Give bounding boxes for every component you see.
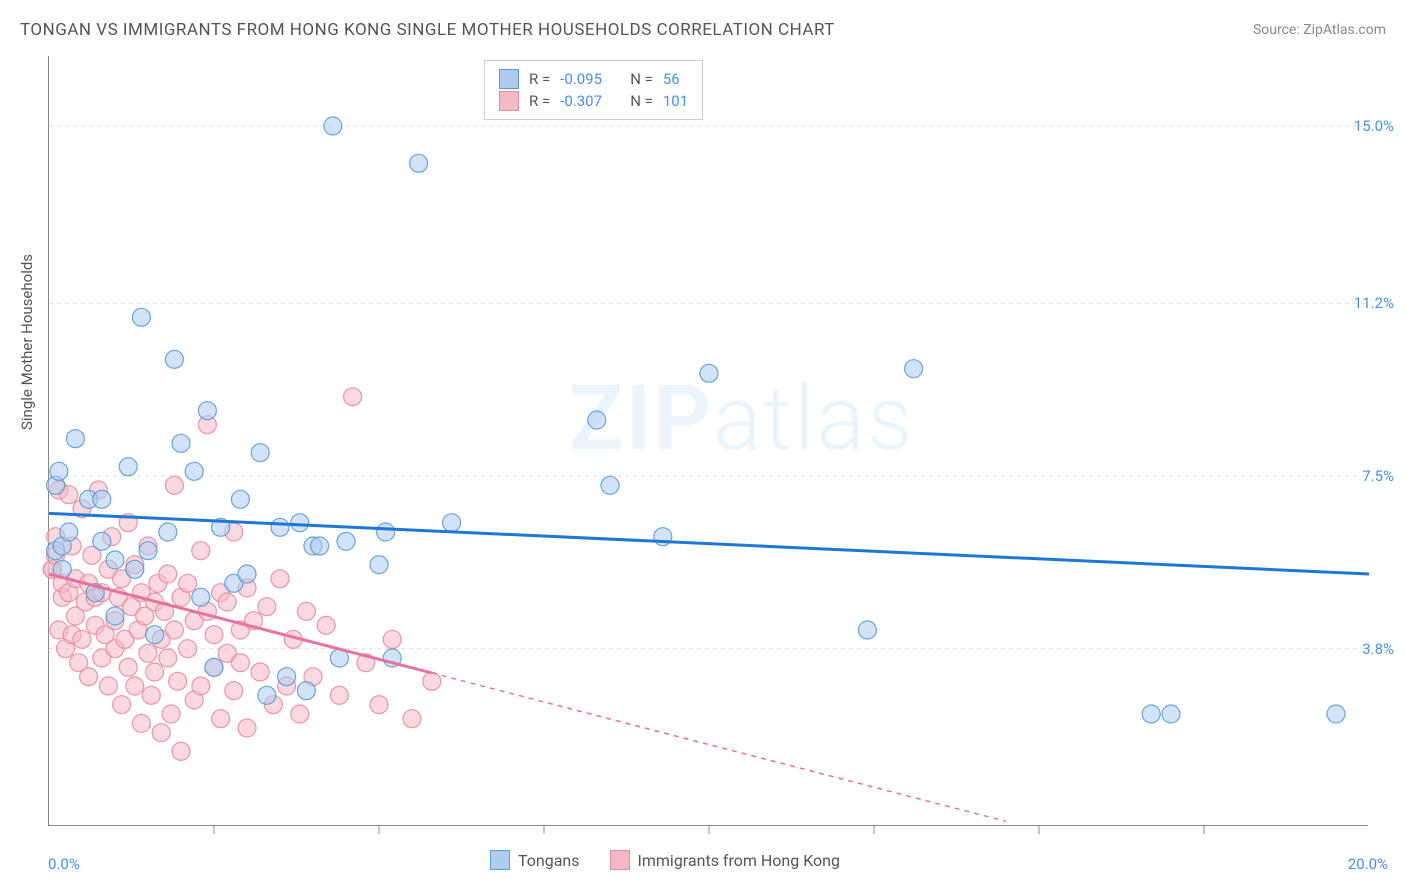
y-tick-label: 7.5% [1362,467,1394,485]
plot-area: ZIPatlas R =-0.095N =56R =-0.307N =101 [48,56,1368,826]
chart-title: TONGAN VS IMMIGRANTS FROM HONG KONG SING… [20,20,835,40]
chart-container: TONGAN VS IMMIGRANTS FROM HONG KONG SING… [0,0,1406,892]
legend-swatch [490,850,510,870]
plot-svg [49,56,1368,825]
legend-row: R =-0.307N =101 [499,91,688,111]
correlation-legend: R =-0.095N =56R =-0.307N =101 [484,60,703,120]
y-tick-label: 3.8% [1362,640,1394,658]
x-axis-max-label: 20.0% [1348,855,1388,873]
legend-row: R =-0.095N =56 [499,69,688,89]
y-tick-label: 11.2% [1354,294,1394,312]
legend-label: Immigrants from Hong Kong [638,851,840,870]
legend-swatch [610,850,630,870]
y-tick-label: 15.0% [1354,117,1394,135]
legend-item: Tongans [490,850,580,870]
legend-label: Tongans [518,851,580,870]
legend-swatch [499,69,519,89]
legend-item: Immigrants from Hong Kong [610,850,840,870]
x-axis-min-label: 0.0% [48,855,80,873]
source-attribution: Source: ZipAtlas.com [1253,22,1386,38]
series-legend: Tongans Immigrants from Hong Kong [490,850,840,870]
y-axis-label: Single Mother Households [18,254,36,430]
legend-swatch [499,91,519,111]
